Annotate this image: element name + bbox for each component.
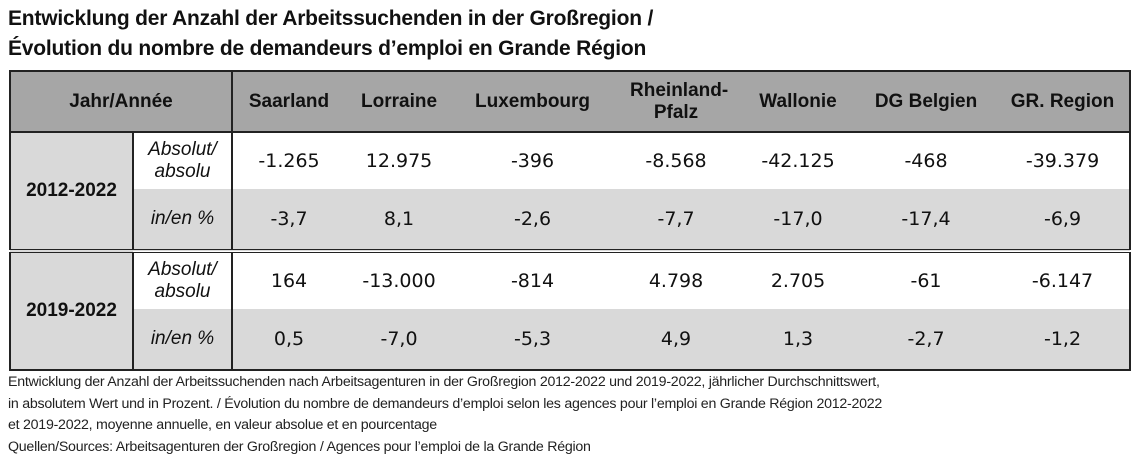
table-row: in/en % 0,5 -7,0 -5,3 4,9 1,3 -2,7 -1,2 [10, 309, 1132, 371]
table-cell: -5,3 [453, 309, 613, 371]
table-cell: -7,7 [612, 189, 741, 252]
table-title: Entwicklung der Anzahl der Arbeitssuchen… [8, 4, 1128, 64]
table-cell: 12.975 [345, 132, 454, 189]
table-cell: 0,5 [232, 309, 346, 371]
title-line-german: Entwicklung der Anzahl der Arbeitssuchen… [8, 7, 654, 30]
column-header: Wallonie [740, 70, 857, 133]
header-row: Jahr/Année Saarland Lorraine Luxembourg … [8, 70, 1132, 133]
column-header: DG Belgien [856, 70, 997, 133]
table-cell: 8,1 [345, 189, 454, 252]
table-cell: 4,9 [612, 309, 741, 371]
table-cell: -6.147 [996, 249, 1132, 309]
table-cell: -17,0 [740, 189, 857, 252]
table-cell: -17,4 [856, 189, 997, 252]
table-cell: -13.000 [345, 249, 454, 309]
period-label: 2019-2022 [9, 249, 134, 371]
table-cell: -39.379 [996, 132, 1132, 189]
source-line: Quellen/Sources: Arbeitsagenturen der Gr… [8, 438, 591, 455]
row-label: in/en % [133, 189, 234, 252]
period-label: 2012-2022 [9, 132, 134, 252]
column-header: GR. Region [996, 70, 1132, 133]
table-row: in/en % -3,7 8,1 -2,6 -7,7 -17,0 -17,4 -… [10, 189, 1132, 252]
table-cell: -468 [856, 132, 997, 189]
table-row: 2012-2022 Absolut/ absolu -1.265 12.975 … [9, 132, 1132, 252]
table-cell: 2.705 [740, 249, 857, 309]
table-cell: 164 [232, 249, 346, 309]
caption-line: Entwicklung der Anzahl der Arbeitssuchen… [8, 374, 880, 390]
table-cell: -2,7 [856, 309, 997, 371]
table-cell: -2,6 [453, 189, 613, 252]
table-cell: 4.798 [612, 249, 741, 309]
table-cell: -8.568 [612, 132, 741, 189]
column-header: Luxembourg [453, 70, 613, 133]
table-cell: -61 [856, 249, 997, 309]
corner-header: Jahr/Année [8, 70, 234, 133]
table-cell: -7,0 [345, 309, 454, 371]
table-cell: -6,9 [996, 189, 1132, 252]
row-label: Absolut/ absolu [133, 132, 234, 189]
table-caption: Entwicklung der Anzahl der Arbeitssuchen… [8, 372, 1133, 458]
column-header: Lorraine [345, 70, 454, 133]
table-row: 2019-2022 Absolut/ absolu 164 -13.000 -8… [9, 249, 1132, 371]
table-cell: -396 [453, 132, 613, 189]
row-label: in/en % [133, 309, 234, 371]
caption-line: in absolutem Wert und in Prozent. / Évol… [8, 395, 883, 412]
table-cell: -814 [453, 249, 613, 309]
caption-line: et 2019-2022, moyenne annuelle, en valeu… [8, 417, 437, 434]
data-table: Jahr/Année Saarland Lorraine Luxembourg … [8, 70, 1132, 371]
table-cell: -1.265 [232, 132, 346, 189]
title-line-french: Évolution du nombre de demandeurs d’empl… [8, 37, 647, 60]
column-header: Saarland [232, 70, 346, 133]
table-cell: 1,3 [740, 309, 857, 371]
table-cell: -1,2 [996, 309, 1132, 371]
table-cell: -3,7 [232, 189, 346, 252]
row-label: Absolut/ absolu [133, 249, 234, 309]
column-header: Rheinland-Pfalz [612, 70, 741, 133]
table-cell: -42.125 [740, 132, 857, 189]
